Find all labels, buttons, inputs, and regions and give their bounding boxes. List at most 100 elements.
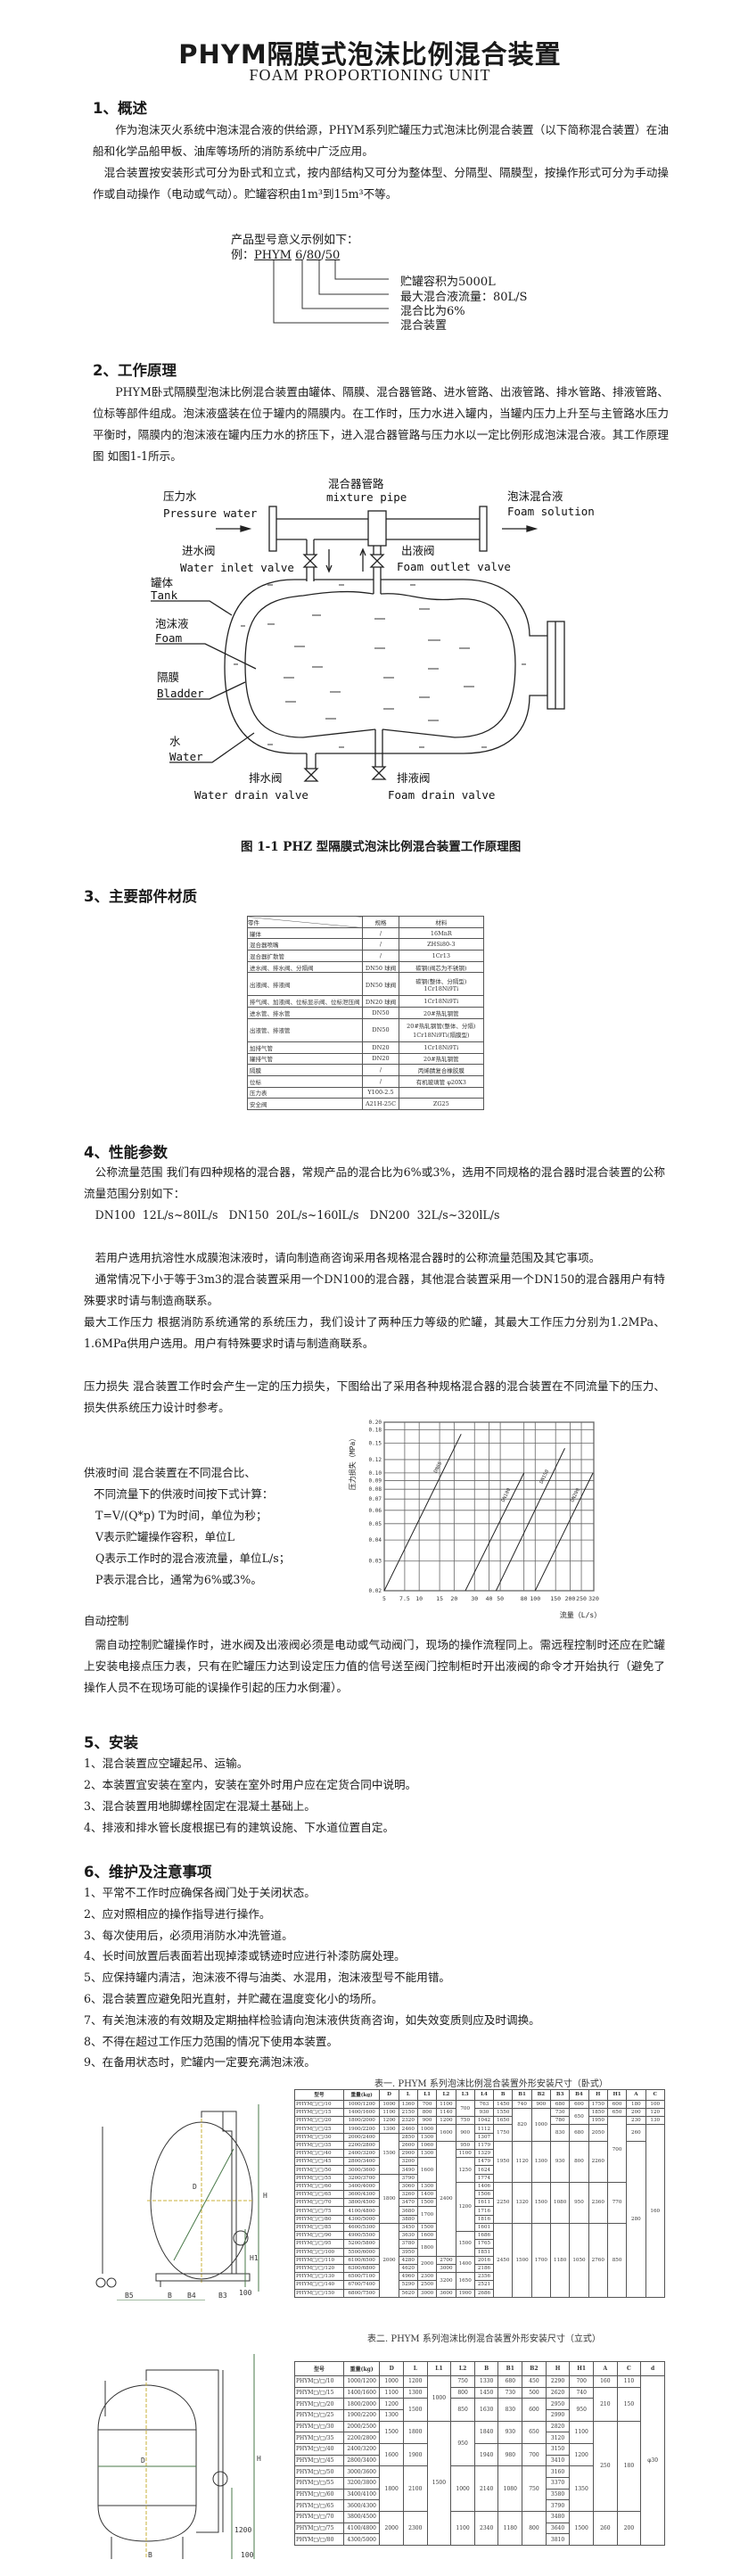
table-row: 罐体/16MnR [246, 926, 485, 940]
table-cell: 1200 [436, 2116, 456, 2126]
table-cell: 1601 [473, 2222, 495, 2233]
table-cell: 5200/5800 [342, 2239, 381, 2249]
inlet-valve-cn: 进水阀 [182, 544, 216, 557]
table-cell: 1700 [416, 2206, 438, 2224]
table-cell: 830 [497, 2398, 523, 2422]
maintenance-item: 7、有关泡沫液的有效期及定期抽样检验请向泡沫液供货商咨询，如失效变质则应及时调换… [84, 2012, 540, 2027]
water-drain-en: Water drain valve [194, 788, 308, 802]
table-cell: 3450 [398, 2222, 418, 2233]
column-header: H1 [569, 2361, 594, 2376]
table-cell: 1042 [473, 2116, 495, 2126]
table-cell: 3480 [545, 2510, 571, 2523]
table-row: PHYM□/□/65 3600/4300 3790 [294, 2499, 665, 2512]
section-3-heading: 3、主要部件材质 [84, 888, 197, 905]
model-code-example: 产品型号意义示例如下： 例：PHYM 6/80/50 贮罐容积为5000L 最大… [231, 230, 552, 333]
table-cell: 1000 [426, 2374, 452, 2422]
table-cell: 2800/3400 [342, 2157, 381, 2167]
table-cell: 1716 [473, 2206, 495, 2216]
horizontal-tank-drawing: D H H1 B5 B4 B3 B 100 [95, 2104, 267, 2300]
installation-item: 4、排液和排水管长度根据已有的建筑设施、下水道位置自定。 [84, 1821, 395, 1834]
table-cell: 3580 [545, 2488, 571, 2501]
table-row: PHYM□/□/10 1000/1200 1000 1360 700 1100 700 763… [294, 2099, 666, 2118]
table-cell: 280 [626, 2140, 646, 2299]
table-cell: DN50 球阀 [362, 972, 399, 997]
table-cell: Y100-2.5 [362, 1086, 399, 1099]
table-cell: 1500 [512, 2222, 532, 2299]
table-cell: 3400/4000 [342, 2181, 381, 2192]
supply-line: 供液时间 混合装置在不同混合比、 [84, 1466, 256, 1479]
table-cell: 1900 [455, 2288, 475, 2299]
table-cell: PHYM□/□/40 [294, 2149, 344, 2159]
installation-item: 2、本装置宜安装在室内，安装在室外时用户应在定货合同中说明。 [84, 1778, 417, 1791]
x-tick-label: 250 [576, 1595, 587, 1602]
table-cell: 950 [450, 2420, 475, 2467]
table-cell: 980 [497, 2442, 523, 2467]
auto-control-title: 自动控制 [84, 1614, 129, 1627]
model-intro: 产品型号意义示例如下： [231, 234, 359, 247]
model-code: PHYM [254, 249, 292, 262]
table-cell: 1400 [455, 2255, 475, 2274]
table-cell: 1360 [398, 2099, 418, 2110]
table-row: PHYM□/□/30 2000/2500 1500 1800 1500 950 1840 93… [294, 2420, 665, 2547]
column-header: 型号 [294, 2089, 344, 2101]
table-cell: 800 [522, 2510, 547, 2547]
table-cell: 1400 [416, 2190, 438, 2200]
table-cell: 安全阀 [246, 1098, 364, 1110]
table-cell: 680 [497, 2374, 523, 2388]
table-cell: 763 [473, 2099, 495, 2110]
table-cell: PHYM□/□/140 [294, 2280, 344, 2290]
bladder-cn: 隔膜 [157, 671, 179, 684]
model-legend-flow: 最大混合液流量：80L/S [400, 291, 528, 304]
auto-control-text: 需自动控制贮罐操作时，进水阀及出液阀必须是电动或气动阀门，现场的操作流程同上。需… [84, 1638, 665, 1694]
table-cell: 1080 [497, 2465, 523, 2512]
table-cell: 160 [645, 2124, 666, 2298]
table-cell: 930 [473, 2108, 495, 2118]
table-cell: PHYM□/□/30 [294, 2420, 344, 2433]
dim-label: 1200 [234, 2526, 251, 2534]
water-en: Water [169, 750, 203, 763]
table-cell: 2000 [416, 2255, 438, 2274]
model-example-line: 例：PHYM 6/80/50 [231, 249, 341, 262]
max-pressure-text: 最大工作压力 根据消防系统通常的系统压力，我们设计了两种压力等级的贮罐，其最大工… [84, 1315, 665, 1350]
column-header: L4 [473, 2089, 495, 2101]
table-row: PHYM□/□/35 2200/2800 2600 1060 2400 950 1179 19… [294, 2140, 665, 2299]
table-cell: 3640 [545, 2522, 571, 2535]
outlet-valve-en: Foam outlet valve [397, 560, 511, 573]
table-cell: 900 [455, 2124, 475, 2142]
table-cell: 2320 [398, 2116, 418, 2126]
table-cell: 碳钢(阀芯为不锈钢) [398, 960, 485, 974]
table-cell: 2820 [545, 2420, 571, 2433]
column-header: B1 [512, 2089, 532, 2101]
table-cell: 4620 [398, 2263, 418, 2274]
table-cell: 1300 [379, 2408, 404, 2422]
maintenance-item: 8、不得在超过工作压力范围的情况下使用本装置。 [84, 2034, 339, 2048]
table-cell: 1080 [550, 2181, 571, 2224]
table-cell: DN20 球阀 [362, 995, 399, 1008]
bladder-en: Bladder [157, 687, 204, 700]
table-cell: 2990 [545, 2408, 571, 2422]
table-cell: 2356 [473, 2272, 495, 2282]
table-cell: 1950 [588, 2116, 608, 2126]
table-cell: PHYM□/□/35 [294, 2140, 344, 2151]
table-cell: 1600 [416, 2231, 438, 2241]
table-cell: 1450 [493, 2099, 514, 2110]
table-cell: 4600/5300 [342, 2222, 381, 2233]
mixer-body [367, 510, 387, 547]
water-inlet-valve [302, 554, 318, 568]
table-cell: PHYM□/□/70 [294, 2198, 344, 2208]
series-label: DN65 [433, 1461, 443, 1475]
y-tick-label: 0.15 [369, 1441, 382, 1447]
pressure-water-en: Pressure water [163, 506, 258, 520]
table-cell: 2360 [588, 2181, 608, 2224]
column-header: 重量(kg) [342, 2089, 381, 2101]
table-cell: 3800/4500 [342, 2198, 381, 2208]
table-cell: 1600 [436, 2124, 456, 2142]
table-cell: 1500 [416, 2198, 438, 2208]
table-cell: 650 [606, 2108, 628, 2118]
table-row: PHYM□/□/10 1000/1200 1000 1200 1000 750 1330 68… [294, 2374, 665, 2547]
table-row: PHYM□/□/25 1900/2200 1300 2460 1000 1600 900 11… [294, 2124, 666, 2298]
table-cell: PHYM□/□/25 [294, 2124, 344, 2134]
table-cell: 110 [616, 2374, 642, 2388]
y-tick-label: 0.09 [369, 1478, 382, 1485]
table-cell: 3060 [398, 2181, 418, 2192]
